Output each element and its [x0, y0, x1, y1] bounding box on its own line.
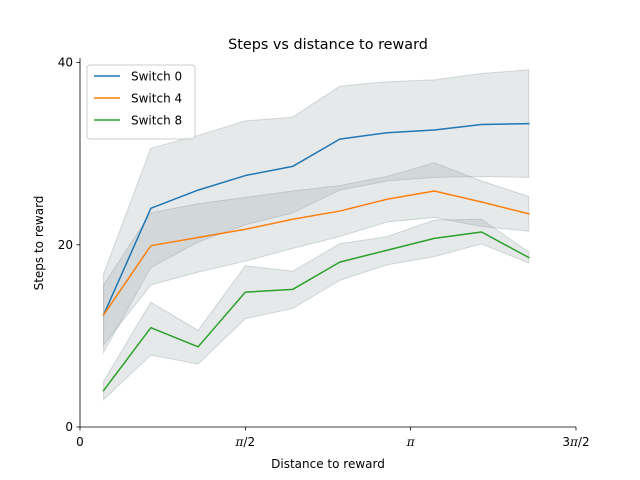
line-series-0	[102, 122, 530, 316]
series-lines	[102, 122, 530, 392]
x-tick-label-1: π/2	[235, 435, 256, 449]
band-series-0	[103, 69, 530, 355]
band-series-1	[103, 162, 530, 347]
y-axis-label: Steps to reward	[32, 196, 46, 291]
y-tick-label-2: 40	[58, 56, 73, 70]
y-tick-label-1: 20	[58, 238, 73, 252]
line-series-1	[102, 190, 530, 316]
confidence-bands	[103, 69, 530, 401]
line-series-2	[102, 231, 530, 392]
legend: Switch 0 Switch 4 Switch 8	[86, 64, 196, 140]
chart-title: Steps vs distance to reward	[228, 37, 428, 53]
axis-ticks: 0 π/2 π 3π/2 0 20 40	[58, 56, 590, 449]
legend-label-0: Switch 0	[131, 70, 182, 84]
legend-label-2: Switch 8	[131, 114, 182, 128]
y-tick-label-0: 0	[65, 420, 73, 434]
x-axis-label: Distance to reward	[271, 457, 385, 471]
x-tick-label-0: 0	[76, 435, 84, 449]
axes	[79, 58, 576, 428]
x-tick-label-3: 3π/2	[562, 435, 589, 449]
legend-label-1: Switch 4	[131, 92, 182, 106]
band-series-2	[103, 218, 530, 401]
x-tick-label-2: π	[406, 435, 416, 449]
